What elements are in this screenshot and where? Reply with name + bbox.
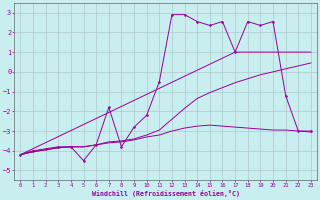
- X-axis label: Windchill (Refroidissement éolien,°C): Windchill (Refroidissement éolien,°C): [92, 190, 240, 197]
